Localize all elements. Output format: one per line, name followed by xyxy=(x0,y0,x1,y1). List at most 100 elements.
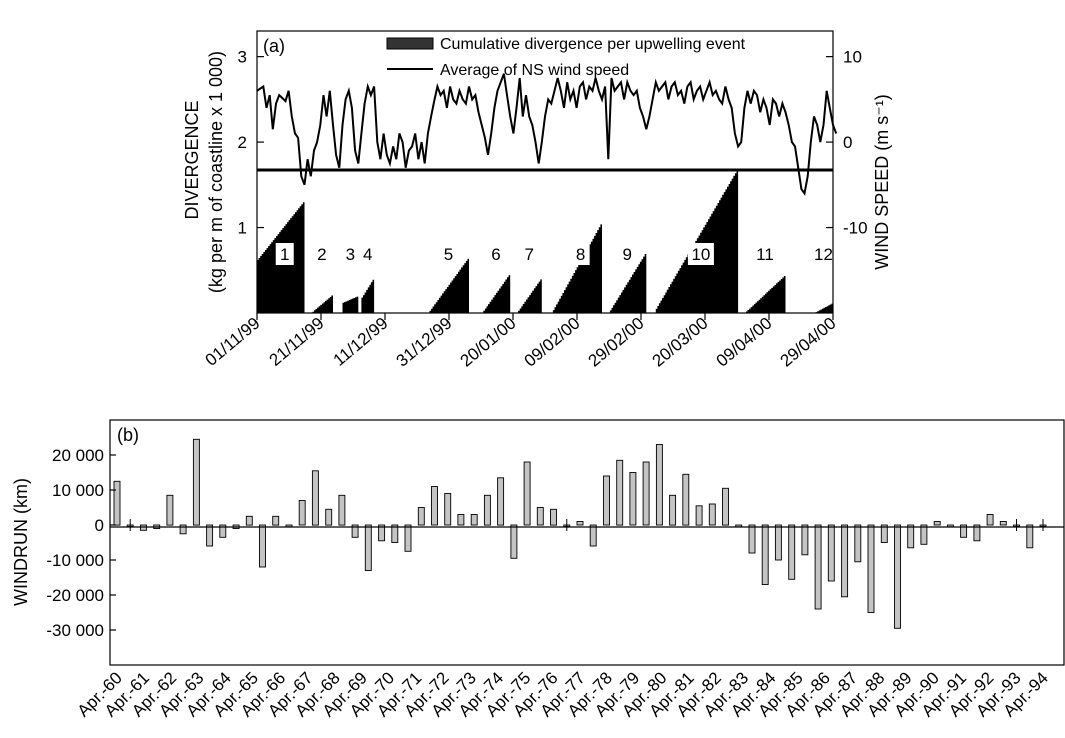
event-label-5: 5 xyxy=(444,245,453,264)
windrun-bar xyxy=(748,524,756,554)
divergence-event-4 xyxy=(361,277,375,313)
divergence-event-3 xyxy=(342,295,359,313)
windrun-bar xyxy=(655,444,663,526)
event-label-box-8 xyxy=(571,243,590,265)
panel-a-label: (a) xyxy=(263,36,285,56)
wind-speed-line xyxy=(256,73,838,196)
y-tick-label-b: -10 000 xyxy=(46,551,104,570)
y-tick-label-b: -30 000 xyxy=(46,621,104,640)
divergence-event-9 xyxy=(608,251,647,313)
panel-b: (b) 20 000 10 000 0 -10 000 -20 000 -30 000 A… xyxy=(11,419,1065,721)
ylabel-wind-speed: WIND SPEED (m s⁻¹) xyxy=(872,94,892,270)
windrun-bar xyxy=(986,514,994,526)
event-label-box-10 xyxy=(687,243,714,265)
event-label-6: 6 xyxy=(491,245,500,264)
windrun-bar xyxy=(801,524,809,556)
windrun-bar xyxy=(444,493,452,526)
windrun-bar xyxy=(854,524,862,563)
windrun-bar xyxy=(894,524,901,629)
windrun-bar xyxy=(351,524,359,538)
left-y-axis: 1 2 3 xyxy=(238,48,264,238)
windrun-bar xyxy=(603,475,610,526)
windrun-bar xyxy=(774,524,782,561)
left-tick-label: 2 xyxy=(238,133,247,152)
windrun-bar xyxy=(483,494,491,526)
right-tick-label: 10 xyxy=(843,48,862,67)
legend-bar-swatch xyxy=(386,37,434,50)
right-tick-label: -10 xyxy=(843,219,868,238)
right-y-axis: 10 0 -10 xyxy=(826,48,868,238)
windrun-bar xyxy=(788,524,796,580)
left-tick-label: 1 xyxy=(238,219,247,238)
event-label-8: 8 xyxy=(576,245,585,264)
ylabel-windrun: WINDRUN (km) xyxy=(11,478,31,606)
windrun-bar xyxy=(867,524,875,613)
windrun-bar xyxy=(457,514,465,526)
windrun-bar xyxy=(576,521,584,526)
x-axis-b: Apr.-60Apr.-61Apr.-62Apr.-63Apr.-64Apr.-… xyxy=(74,668,1052,720)
windrun-bar xyxy=(245,515,253,526)
windrun-bar xyxy=(761,524,769,585)
event-label-9: 9 xyxy=(623,245,632,264)
windrun-bar xyxy=(364,524,372,571)
windrun-bar xyxy=(827,524,835,582)
event-label-3: 3 xyxy=(346,245,355,264)
windrun-bar xyxy=(708,503,716,526)
x-tick-label-a: 01/11/99 xyxy=(202,314,264,370)
divergence-event-8 xyxy=(551,221,602,313)
windrun-bar xyxy=(166,494,174,526)
x-tick-label-a: 09/02/00 xyxy=(521,314,584,371)
y-tick-label-b: 20 000 xyxy=(52,446,104,465)
y-axis-b: 20 000 10 000 0 -10 000 -20 000 -30 000 xyxy=(46,446,116,640)
windrun-bar xyxy=(470,514,478,526)
divergence-bars xyxy=(257,167,833,313)
windrun-bar xyxy=(325,508,333,526)
windrun-bar xyxy=(907,524,915,549)
legend-line-label: Average of NS wind speed xyxy=(440,62,629,79)
panel-b-frame xyxy=(109,419,1065,666)
x-tick-label-a: 29/02/00 xyxy=(585,314,648,371)
ylabel-divergence: DIVERGENCE xyxy=(182,100,202,219)
x-tick-label-a: 29/04/00 xyxy=(777,314,840,371)
left-tick-label: 3 xyxy=(238,48,247,67)
event-label-box-1 xyxy=(275,243,294,265)
windrun-bar xyxy=(722,487,729,526)
panel-a: (a) Cumulative divergence per upwelling … xyxy=(182,30,892,371)
right-tick-label: 0 xyxy=(843,133,852,152)
windrun-bar xyxy=(219,524,227,538)
windrun-bar xyxy=(259,524,266,568)
divergence-event-2 xyxy=(310,294,333,313)
windrun-bar xyxy=(695,505,703,526)
event-label-7: 7 xyxy=(524,245,533,264)
windrun-bar xyxy=(140,524,147,531)
x-tick-label-a: 20/01/00 xyxy=(457,314,520,371)
event-label-11: 11 xyxy=(756,245,774,264)
windrun-bar xyxy=(536,507,544,526)
legend-a: Cumulative divergence per upwelling even… xyxy=(386,36,746,79)
windrun-bar xyxy=(206,524,214,547)
x-tick-label-a: 20/03/00 xyxy=(649,314,712,371)
y-tick-label-b: 0 xyxy=(95,516,104,535)
windrun-bar xyxy=(589,524,597,547)
legend-bar-label: Cumulative divergence per upwelling even… xyxy=(440,36,746,53)
y-tick-label-b: 10 000 xyxy=(52,481,104,500)
ylabel-divergence-units: (kg per m of coastline x 1 000) xyxy=(206,51,226,293)
event-label-10: 10 xyxy=(691,245,710,264)
windrun-bar xyxy=(192,438,200,526)
x-tick-label-a: 11/12/99 xyxy=(330,314,392,370)
windrun-bar xyxy=(404,524,412,552)
windrun-bar xyxy=(391,524,399,543)
windrun-bar xyxy=(999,521,1007,526)
event-label-2: 2 xyxy=(317,245,326,264)
x-tick-label-a: 31/12/99 xyxy=(393,314,456,371)
windrun-bar xyxy=(973,524,981,542)
event-label-4: 4 xyxy=(363,245,372,264)
windrun-bar xyxy=(298,500,306,526)
windrun-bar xyxy=(550,508,557,526)
windrun-bar xyxy=(523,461,531,526)
windrun-bar xyxy=(669,494,677,526)
event-labels: 1 2 3 4 5 6 7 8 9 10 11 12 xyxy=(275,243,833,265)
windrun-bar xyxy=(272,515,280,526)
windrun-bar xyxy=(841,524,849,598)
